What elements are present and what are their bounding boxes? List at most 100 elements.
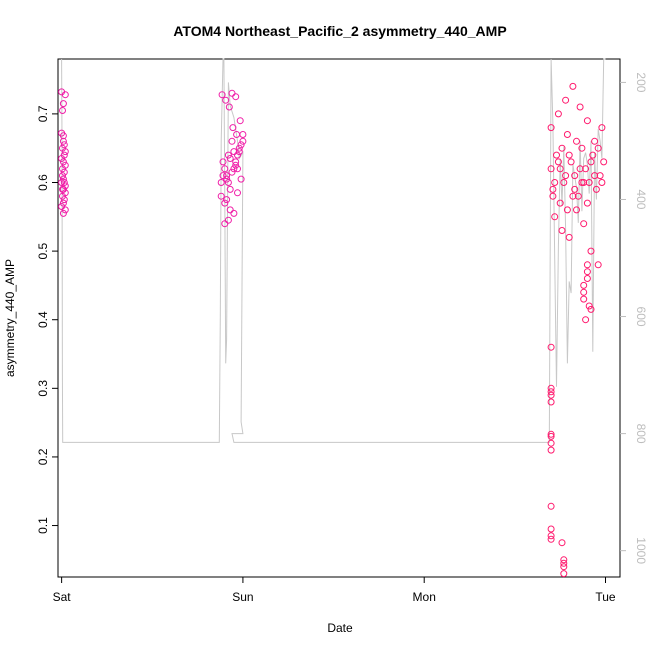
data-point (59, 172, 66, 180)
data-point (234, 151, 241, 159)
data-point (574, 192, 582, 200)
data-point (59, 107, 66, 114)
data-point (591, 137, 599, 145)
data-point (239, 137, 247, 145)
data-point (235, 144, 243, 152)
data-point (580, 281, 588, 289)
data-point (547, 532, 555, 540)
data-point (569, 192, 577, 200)
data-point (59, 185, 66, 193)
data-point (58, 155, 66, 162)
data-point (226, 155, 234, 162)
data-point (558, 227, 566, 234)
data-point (560, 556, 568, 564)
data-point (221, 220, 229, 228)
data-point (551, 179, 559, 186)
data-point (600, 158, 608, 166)
data-point (228, 137, 236, 145)
data-point (59, 175, 67, 183)
data-point (565, 151, 573, 159)
data-point (232, 161, 240, 169)
data-point (547, 430, 555, 438)
data-point (217, 179, 225, 186)
y2-tick-label: 1000 (634, 537, 648, 564)
data-point (237, 175, 245, 183)
data-point (560, 179, 568, 186)
data-point (61, 206, 69, 214)
x-tick-label: Sun (232, 590, 253, 604)
data-point (594, 261, 602, 269)
data-point (583, 268, 591, 276)
data-point (226, 206, 234, 214)
data-point (551, 213, 559, 221)
data-point (582, 316, 590, 324)
y2-tick-label: 200 (634, 72, 648, 92)
data-point (59, 132, 67, 140)
data-point (547, 398, 555, 406)
axis-layer: 0.1 0.2 0.3 0.4 0.5 0.6 0.7 200 400 600 800 1000 Sat… (36, 72, 648, 604)
data-point (229, 124, 237, 132)
data-point (60, 196, 68, 204)
data-point (587, 305, 595, 313)
data-point (223, 172, 231, 180)
data-point (232, 93, 240, 101)
data-point (563, 131, 571, 138)
chart-title: ATOM4 Northeast_Pacific_2 asymmetry_440_… (173, 23, 506, 39)
data-point (230, 209, 238, 217)
data-point (583, 261, 591, 269)
data-point (221, 165, 229, 173)
data-point (233, 131, 241, 138)
data-point (223, 196, 231, 204)
data-point (547, 343, 555, 351)
data-point (219, 172, 227, 180)
data-point (554, 158, 562, 166)
x-tick-label: Sat (53, 590, 72, 604)
data-point (547, 535, 555, 543)
data-point (218, 91, 226, 99)
y-tick-label: 0.6 (36, 174, 50, 191)
depth-line (61, 58, 606, 443)
data-point (219, 158, 227, 166)
data-point (578, 144, 586, 152)
data-point (582, 165, 590, 173)
y2-tick-label: 800 (634, 424, 648, 444)
data-point (553, 151, 560, 159)
y-tick-label: 0.3 (36, 380, 50, 397)
y-tick-label: 0.2 (36, 448, 50, 465)
data-point (583, 275, 591, 282)
data-point (60, 179, 68, 186)
data-point (234, 189, 241, 197)
data-point (560, 570, 568, 578)
x-tick-label: Tue (595, 590, 616, 604)
data-point (589, 151, 597, 159)
y-tick-label: 0.1 (36, 517, 50, 534)
x-axis-label: Date (327, 621, 353, 635)
data-point (59, 100, 67, 108)
data-point (587, 158, 595, 166)
data-point (580, 288, 588, 296)
depth-line-layer (61, 58, 606, 443)
data-point (573, 137, 580, 145)
y2-tick-label: 400 (634, 189, 648, 209)
data-point (59, 158, 67, 166)
data-point (236, 117, 244, 125)
data-point (237, 141, 245, 149)
data-point (239, 131, 247, 138)
data-point (583, 199, 591, 207)
data-point (578, 179, 586, 186)
data-point (598, 124, 606, 132)
data-point (230, 165, 238, 173)
y2-tick-label: 600 (634, 307, 648, 327)
data-point (547, 384, 555, 392)
data-point (230, 148, 238, 156)
data-point (554, 110, 562, 118)
data-point (560, 559, 568, 567)
data-point (226, 185, 234, 193)
y-tick-label: 0.4 (36, 311, 50, 328)
data-point (571, 185, 579, 193)
data-point (59, 209, 67, 217)
data-point (547, 446, 555, 454)
data-point (547, 388, 555, 396)
